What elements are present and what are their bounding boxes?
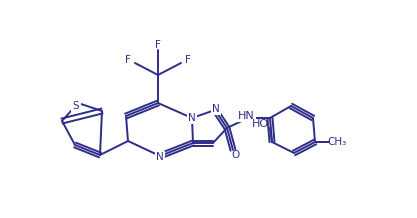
Text: N: N — [156, 152, 164, 162]
Text: N: N — [188, 113, 196, 123]
Text: S: S — [73, 101, 79, 111]
Text: F: F — [155, 40, 161, 50]
Text: F: F — [125, 55, 131, 65]
Text: O: O — [232, 150, 240, 160]
Text: CH₃: CH₃ — [327, 137, 347, 147]
Text: HN: HN — [238, 111, 254, 121]
Text: N: N — [212, 104, 220, 114]
Text: F: F — [185, 55, 191, 65]
Text: HO: HO — [251, 119, 269, 129]
